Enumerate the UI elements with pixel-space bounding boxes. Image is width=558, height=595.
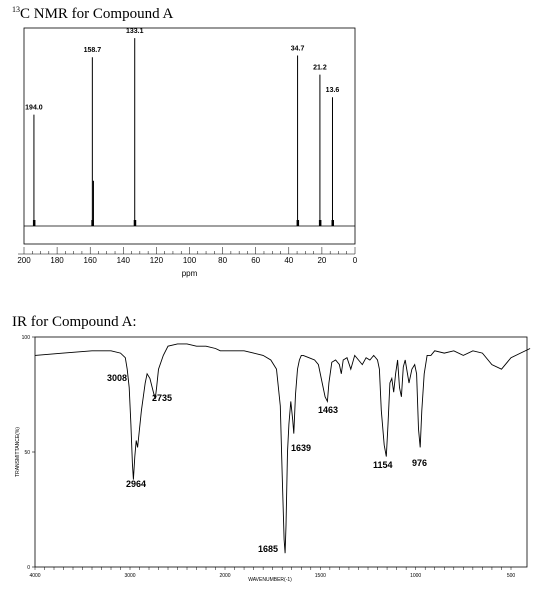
nmr-title: 13C NMR for Compound A [12,5,174,22]
ir-peak-label: 2735 [152,393,172,403]
nmr-x-tick-label: 180 [50,256,64,265]
ir-peak-label: 976 [412,458,427,468]
nmr-peak-label: 13.6 [326,87,340,94]
nmr-x-tick-label: 120 [150,256,164,265]
nmr-plot-frame [23,27,356,245]
nmr-x-axis-label: ppm [182,269,198,278]
ir-peak-label: 1463 [318,405,338,415]
nmr-x-tick-label: 200 [17,256,31,265]
ir-peak-label: 1685 [258,544,278,554]
nmr-x-tick-label: 160 [84,256,98,265]
ir-x-axis-label: WAVENUMBER(-1) [248,577,292,583]
ir-x-tick-label: 1000 [410,573,421,579]
ir-x-tick-label: 1500 [315,573,326,579]
ir-spectrum-trace [34,343,531,554]
nmr-peak-base [91,220,94,226]
ir-x-tick-label: 3000 [124,573,135,579]
nmr-peak-label: 158.7 [84,47,102,54]
ir-peak-label: 2964 [126,479,146,489]
ir-peak-label: 1639 [291,443,311,453]
nmr-peak-label: 21.2 [313,65,327,72]
ir-plot-frame [34,336,528,568]
nmr-x-tick-label: 0 [353,256,358,265]
ir-peak-label: 3008 [107,373,127,383]
ir-title: IR for Compound A: [12,314,137,330]
nmr-x-tick-label: 140 [117,256,131,265]
ir-y-tick-label: 50 [24,450,30,456]
nmr-peak-label: 194.0 [25,105,43,112]
ir-x-tick-label: 2000 [219,573,230,579]
nmr-x-tick-label: 100 [183,256,197,265]
nmr-x-tick-label: 80 [218,256,227,265]
nmr-x-tick-label: 60 [251,256,260,265]
nmr-peak-base [296,220,300,226]
nmr-chart: 200 180 160 140 120 100 80 60 40 20 0ppm194.0158.7… [17,27,358,278]
nmr-peak-base [133,220,137,226]
nmr-x-tick-label: 40 [284,256,293,265]
ir-y-axis-label: TRANSMITTANCE(%) [15,427,21,477]
nmr-x-tick-label: 20 [317,256,326,265]
ir-y-tick-label: 0 [27,565,30,571]
ir-x-tick-label: 500 [507,573,516,579]
nmr-peak-label: 133.1 [126,28,144,35]
ir-y-tick-label: 100 [22,335,31,341]
ir-peak-label: 1154 [373,460,393,470]
nmr-peak-base [318,220,322,226]
ir-x-tick-label: 4000 [29,573,40,579]
nmr-peak-label: 34.7 [291,45,305,52]
nmr-peak-base [331,220,334,226]
nmr-peak-base [32,220,36,226]
